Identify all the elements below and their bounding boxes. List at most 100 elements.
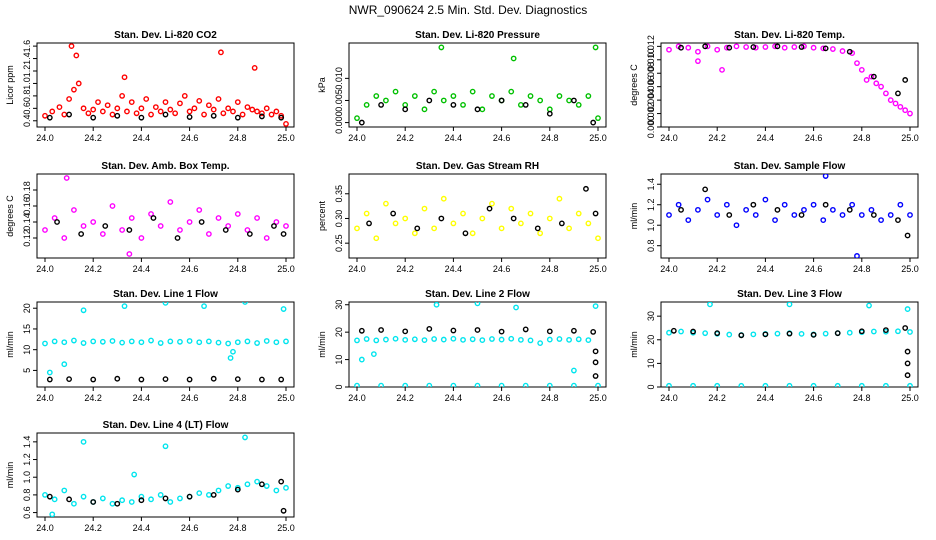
series-main xyxy=(354,44,601,122)
y-axis-label: ml/min xyxy=(5,462,15,489)
panel-title: Stan. Dev. Li-820 CO2 xyxy=(114,30,217,41)
data-point xyxy=(834,382,841,387)
data-point xyxy=(225,223,232,229)
data-point xyxy=(196,97,203,104)
data-point xyxy=(892,100,899,107)
data-point xyxy=(678,44,684,51)
data-point xyxy=(363,101,370,108)
data-point xyxy=(670,327,677,334)
data-point xyxy=(102,223,109,229)
data-point xyxy=(278,376,285,383)
data-point xyxy=(508,205,515,212)
data-point xyxy=(283,338,289,345)
data-point xyxy=(854,253,860,258)
data-point xyxy=(450,93,457,99)
data-point xyxy=(90,219,97,225)
data-point xyxy=(575,210,582,217)
x-tick-label: 24.4 xyxy=(757,393,775,403)
data-point xyxy=(66,111,73,118)
data-point xyxy=(829,46,836,52)
y-tick-label: 15 xyxy=(22,324,32,334)
panel-title: Stan. Dev. Line 3 Flow xyxy=(737,289,842,300)
x-tick-label: 24.4 xyxy=(445,393,463,403)
x-tick-label: 24.4 xyxy=(133,264,151,274)
data-point xyxy=(810,382,817,387)
data-point xyxy=(595,115,601,122)
plot-frame xyxy=(36,42,295,128)
data-point xyxy=(762,331,769,338)
y-tick-label: 0.005 xyxy=(334,89,344,112)
x-tick-label: 24.6 xyxy=(493,133,511,143)
x-tick-label: 24.2 xyxy=(84,133,102,143)
data-point xyxy=(254,478,260,485)
data-point xyxy=(99,108,106,115)
data-point xyxy=(534,225,541,232)
data-point xyxy=(354,382,360,387)
data-point xyxy=(460,336,466,343)
plot-frame xyxy=(348,173,607,259)
data-points xyxy=(42,302,289,383)
x-tick-label: 24.2 xyxy=(708,393,726,403)
data-point xyxy=(109,203,116,209)
data-point xyxy=(690,382,696,387)
data-point xyxy=(517,101,524,108)
data-point xyxy=(225,483,232,489)
data-point xyxy=(114,112,121,119)
panel-title: Stan. Dev. Line 2 Flow xyxy=(425,289,530,300)
x-tick-label: 24.2 xyxy=(84,523,102,533)
data-point xyxy=(702,330,709,337)
data-point xyxy=(383,97,389,104)
data-point xyxy=(498,336,505,343)
data-point xyxy=(242,302,248,305)
data-point xyxy=(383,200,389,207)
y-tick-label: 0.006 xyxy=(646,75,656,98)
y-tick-label: 20 xyxy=(334,327,344,337)
y-tick-label: 0.000 xyxy=(334,111,344,134)
x-tick-label: 24.8 xyxy=(853,133,871,143)
data-point xyxy=(895,328,901,335)
data-point xyxy=(354,115,360,122)
data-point xyxy=(85,110,92,117)
data-point xyxy=(510,55,517,62)
data-point xyxy=(119,339,126,346)
data-point xyxy=(750,201,757,208)
y-axis-label: ml/min xyxy=(629,331,639,358)
x-tick-label: 25.0 xyxy=(277,393,295,403)
data-point xyxy=(723,44,730,51)
data-point xyxy=(42,491,48,498)
data-point xyxy=(263,105,270,112)
data-point xyxy=(225,105,232,112)
data-point xyxy=(198,219,205,225)
data-point xyxy=(887,212,894,218)
data-point xyxy=(702,43,709,50)
data-point xyxy=(196,207,203,213)
data-point xyxy=(678,206,684,213)
data-point xyxy=(138,497,145,504)
data-point xyxy=(66,496,73,503)
data-point xyxy=(80,105,87,112)
data-point xyxy=(566,225,572,232)
data-point xyxy=(121,74,128,81)
data-point xyxy=(174,235,181,241)
y-tick-label: 0.002 xyxy=(646,102,656,125)
data-point xyxy=(450,220,457,227)
x-tick-label: 24.4 xyxy=(133,133,151,143)
data-point xyxy=(283,484,289,491)
data-point xyxy=(148,496,154,503)
data-point xyxy=(750,331,757,338)
data-point xyxy=(450,335,457,342)
data-point xyxy=(227,355,234,361)
x-tick-label: 24.0 xyxy=(36,264,54,274)
data-point xyxy=(863,77,870,83)
data-point xyxy=(556,93,563,99)
data-point xyxy=(205,338,212,345)
data-point xyxy=(119,497,126,504)
data-point xyxy=(878,83,884,90)
data-point xyxy=(510,215,517,222)
data-point xyxy=(822,201,829,208)
data-point xyxy=(902,77,909,83)
data-point xyxy=(666,329,672,336)
data-point xyxy=(822,330,829,337)
data-point xyxy=(258,113,265,120)
